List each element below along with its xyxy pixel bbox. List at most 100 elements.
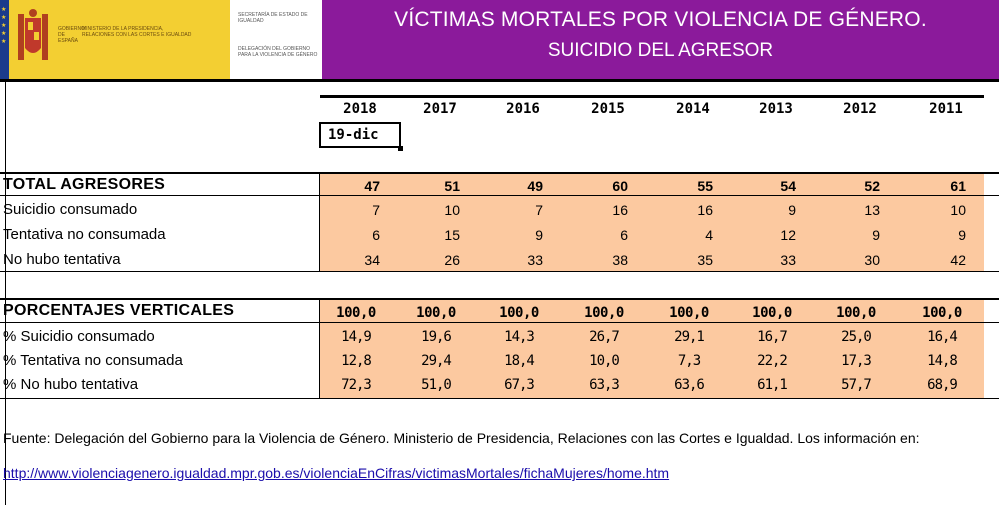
year-header: 2013 xyxy=(759,101,793,117)
percent-cell[interactable]: 18,4 xyxy=(504,353,535,369)
total-cell[interactable]: 60 xyxy=(612,178,628,194)
total-cell[interactable]: 52 xyxy=(864,178,880,194)
percent-cell[interactable]: 57,7 xyxy=(841,377,872,393)
table-rule xyxy=(0,298,999,300)
counts-fill xyxy=(320,174,984,272)
count-cell[interactable]: 33 xyxy=(780,252,796,268)
count-cell[interactable]: 30 xyxy=(864,252,880,268)
total-cell[interactable]: 61 xyxy=(950,178,966,194)
count-cell[interactable]: 10 xyxy=(950,202,966,218)
count-cell[interactable]: 6 xyxy=(372,227,380,243)
total-cell[interactable]: 47 xyxy=(364,178,380,194)
year-header: 2011 xyxy=(929,101,963,117)
percent-total-cell[interactable]: 100,0 xyxy=(836,305,876,321)
count-cell[interactable]: 13 xyxy=(864,202,880,218)
percent-total-cell[interactable]: 100,0 xyxy=(416,305,456,321)
row-label: Tentativa no consumada xyxy=(3,226,166,243)
year-header: 2014 xyxy=(676,101,710,117)
percent-cell[interactable]: 16,7 xyxy=(757,329,788,345)
table-rule xyxy=(0,172,999,174)
table-rule xyxy=(0,271,999,272)
percent-cell[interactable]: 72,3 xyxy=(341,377,372,393)
row-label: % No hubo tentativa xyxy=(3,376,139,393)
percent-cell[interactable]: 29,1 xyxy=(674,329,705,345)
count-cell[interactable]: 33 xyxy=(527,252,543,268)
count-cell[interactable]: 9 xyxy=(788,202,796,218)
count-cell[interactable]: 10 xyxy=(444,202,460,218)
source-note: Fuente: Delegación del Gobierno para la … xyxy=(3,430,920,446)
percent-cell[interactable]: 19,6 xyxy=(421,329,452,345)
total-cell[interactable]: 51 xyxy=(444,178,460,194)
percent-cell[interactable]: 26,7 xyxy=(589,329,620,345)
count-cell[interactable]: 4 xyxy=(705,227,713,243)
percent-cell[interactable]: 7,3 xyxy=(677,353,701,369)
total-cell[interactable]: 55 xyxy=(697,178,713,194)
count-cell[interactable]: 38 xyxy=(612,252,628,268)
table-rule xyxy=(0,322,999,323)
percent-cell[interactable]: 22,2 xyxy=(757,353,788,369)
sheet-left-border xyxy=(5,0,6,505)
percent-cell[interactable]: 68,9 xyxy=(927,377,958,393)
year-header: 2016 xyxy=(506,101,540,117)
porcentajes-label: PORCENTAJES VERTICALES xyxy=(3,302,235,319)
percent-cell[interactable]: 67,3 xyxy=(504,377,535,393)
year-header: 2015 xyxy=(591,101,625,117)
row-label: Suicidio consumado xyxy=(3,201,138,218)
count-cell[interactable]: 7 xyxy=(535,202,543,218)
total-cell[interactable]: 49 xyxy=(527,178,543,194)
state-secretary-box: SECRETARÍA DE ESTADO DE IGUALDAD DELEGAC… xyxy=(230,0,322,79)
percent-cell[interactable]: 63,6 xyxy=(674,377,705,393)
percent-total-cell[interactable]: 100,0 xyxy=(499,305,539,321)
count-cell[interactable]: 26 xyxy=(444,252,460,268)
percent-total-cell[interactable]: 100,0 xyxy=(922,305,962,321)
count-cell[interactable]: 9 xyxy=(958,227,966,243)
percent-cell[interactable]: 16,4 xyxy=(927,329,958,345)
count-cell[interactable]: 7 xyxy=(372,202,380,218)
count-cell[interactable]: 12 xyxy=(780,227,796,243)
total-agresores-label: TOTAL AGRESORES xyxy=(3,176,166,193)
gov-label: GOBIERNO DE ESPAÑA xyxy=(58,26,85,44)
percent-cell[interactable]: 29,4 xyxy=(421,353,452,369)
count-cell[interactable]: 6 xyxy=(620,227,628,243)
percent-cell[interactable]: 10,0 xyxy=(589,353,620,369)
government-logo: ★ ★ ★ ★ ★ GOBIERNO DE ESPAÑA MINISTERIO DE L… xyxy=(0,0,322,79)
year-header: 2012 xyxy=(843,101,877,117)
percent-fill xyxy=(320,300,984,399)
percent-cell[interactable]: 25,0 xyxy=(841,329,872,345)
page-title: VÍCTIMAS MORTALES POR VIOLENCIA DE GÉNER… xyxy=(394,8,927,31)
count-cell[interactable]: 9 xyxy=(535,227,543,243)
page-subtitle: SUICIDIO DEL AGRESOR xyxy=(547,40,774,61)
date-cell[interactable]: 19-dic xyxy=(319,122,401,148)
column-separator xyxy=(319,300,320,399)
percent-cell[interactable]: 14,3 xyxy=(504,329,535,345)
year-header: 2018 xyxy=(343,101,377,117)
percent-cell[interactable]: 51,0 xyxy=(421,377,452,393)
count-cell[interactable]: 15 xyxy=(444,227,460,243)
percent-cell[interactable]: 17,3 xyxy=(841,353,872,369)
row-label: No hubo tentativa xyxy=(3,251,121,268)
count-cell[interactable]: 9 xyxy=(872,227,880,243)
count-cell[interactable]: 42 xyxy=(950,252,966,268)
percent-cell[interactable]: 12,8 xyxy=(341,353,372,369)
count-cell[interactable]: 16 xyxy=(612,202,628,218)
count-cell[interactable]: 35 xyxy=(697,252,713,268)
delegation-label: DELEGACIÓN DEL GOBIERNO PARA LA VIOLENCI… xyxy=(238,46,318,58)
count-cell[interactable]: 16 xyxy=(697,202,713,218)
percent-total-cell[interactable]: 100,0 xyxy=(752,305,792,321)
total-cell[interactable]: 54 xyxy=(780,178,796,194)
count-cell[interactable]: 34 xyxy=(364,252,380,268)
table-rule xyxy=(0,195,999,196)
percent-total-cell[interactable]: 100,0 xyxy=(669,305,709,321)
state-secretary-label: SECRETARÍA DE ESTADO DE IGUALDAD xyxy=(238,12,308,24)
percent-cell[interactable]: 14,8 xyxy=(927,353,958,369)
percent-cell[interactable]: 61,1 xyxy=(757,377,788,393)
percent-cell[interactable]: 63,3 xyxy=(589,377,620,393)
percent-total-cell[interactable]: 100,0 xyxy=(584,305,624,321)
cell-fill-handle[interactable] xyxy=(398,146,403,151)
row-label: % Suicidio consumado xyxy=(3,328,155,345)
year-header: 2017 xyxy=(423,101,457,117)
header-divider xyxy=(0,79,999,82)
source-link[interactable]: http://www.violenciagenero.igualdad.mpr.… xyxy=(3,465,670,481)
percent-cell[interactable]: 14,9 xyxy=(341,329,372,345)
percent-total-cell[interactable]: 100,0 xyxy=(336,305,376,321)
